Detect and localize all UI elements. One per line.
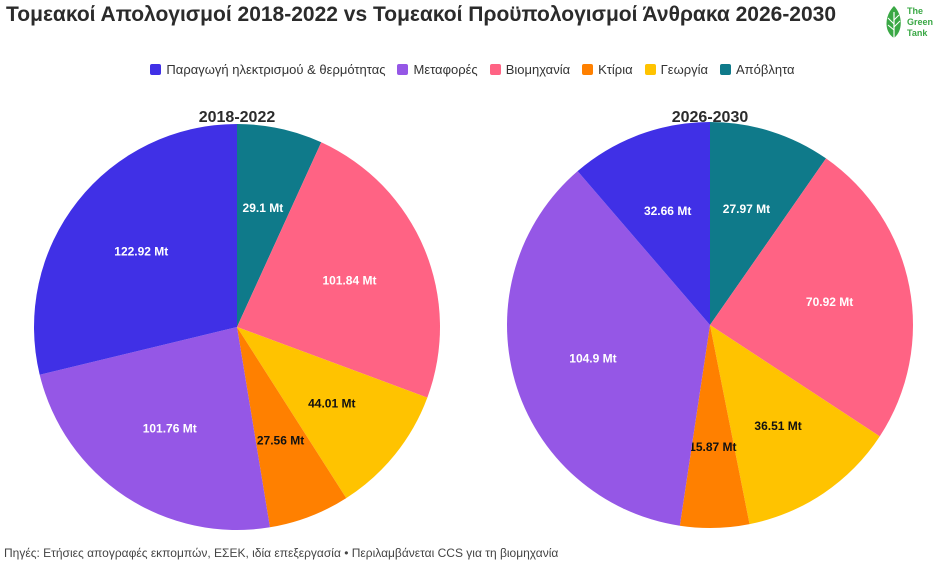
pie2-label-transport: 104.9 Mt bbox=[569, 352, 616, 366]
pie1-label-buildings: 27.56 Mt bbox=[257, 434, 304, 448]
pie1-slice-agriculture[interactable] bbox=[237, 327, 428, 499]
legend-label-agriculture: Γεωργία bbox=[660, 62, 709, 77]
source-footnote: Πηγές: Ετήσιες απογραφές εκπομπών, ΕΣΕΚ,… bbox=[4, 546, 559, 560]
legend-swatch-electricity bbox=[150, 64, 162, 75]
legend-label-waste: Απόβλητα bbox=[736, 62, 795, 77]
pie1-label-electricity: 122.92 Mt bbox=[114, 245, 168, 259]
pie2-slice-waste[interactable] bbox=[710, 122, 827, 325]
legend-label-transport: Μεταφορές bbox=[413, 62, 478, 77]
pie2-label-industry: 70.92 Mt bbox=[806, 295, 853, 309]
leaf-icon bbox=[886, 6, 901, 38]
legend-item-agriculture[interactable]: Γεωργία bbox=[644, 62, 709, 77]
pie1-label-transport: 101.76 Mt bbox=[143, 422, 197, 436]
logo-text-line2: Green bbox=[907, 17, 933, 27]
legend-label-buildings: Κτίρια bbox=[598, 62, 633, 77]
legend-swatch-buildings bbox=[582, 64, 594, 75]
pie-title-2: 2026-2030 bbox=[672, 109, 749, 126]
pie1-slice-buildings[interactable] bbox=[237, 327, 347, 528]
pie2-slice-electricity[interactable] bbox=[577, 122, 710, 325]
pie2-label-electricity: 32.66 Mt bbox=[644, 204, 691, 218]
legend-item-industry[interactable]: Βιομηχανία bbox=[489, 62, 571, 77]
pie1-slice-waste[interactable] bbox=[237, 124, 322, 327]
legend-item-waste[interactable]: Απόβλητα bbox=[720, 62, 795, 77]
legend: Παραγωγή ηλεκτρισμού & θερμότητας Μεταφο… bbox=[0, 62, 945, 77]
logo-text-line1: The bbox=[907, 6, 923, 16]
pie1-label-agriculture: 44.01 Mt bbox=[308, 396, 355, 410]
legend-item-electricity[interactable]: Παραγωγή ηλεκτρισμού & θερμότητας bbox=[150, 62, 385, 77]
the-green-tank-logo: The Green Tank bbox=[886, 6, 933, 38]
legend-swatch-transport bbox=[397, 64, 409, 75]
legend-swatch-industry bbox=[489, 64, 501, 75]
pie2-label-agriculture: 36.51 Mt bbox=[754, 419, 801, 433]
pie2-label-waste: 27.97 Mt bbox=[723, 202, 770, 216]
legend-label-electricity: Παραγωγή ηλεκτρισμού & θερμότητας bbox=[166, 62, 386, 77]
pie1-label-industry: 101.84 Mt bbox=[322, 273, 376, 287]
pie1-slice-electricity[interactable] bbox=[33, 124, 238, 375]
pie2-slice-agriculture[interactable] bbox=[710, 325, 880, 525]
pie2-slice-industry[interactable] bbox=[710, 158, 914, 437]
legend-item-transport[interactable]: Μεταφορές bbox=[397, 62, 478, 77]
logo-text-line3: Tank bbox=[907, 28, 928, 38]
pie-title-1: 2018-2022 bbox=[199, 109, 276, 126]
pie1-slice-industry[interactable] bbox=[237, 142, 440, 398]
pie-charts: 2018-2022 29.1 Mt 101.84 Mt 44.01 Mt 27.56 M… bbox=[33, 109, 914, 530]
pie2-label-buildings: 15.87 Mt bbox=[689, 440, 736, 454]
legend-swatch-waste bbox=[720, 64, 732, 75]
pie2-slice-buildings[interactable] bbox=[679, 325, 750, 528]
pie2-slice-transport[interactable] bbox=[507, 171, 710, 526]
legend-swatch-agriculture bbox=[644, 64, 656, 75]
legend-label-industry: Βιομηχανία bbox=[505, 62, 571, 77]
pie1-slice-transport[interactable] bbox=[39, 327, 270, 530]
chart-title: Τομεακοί Απολογισμοί 2018-2022 vs Τομεακ… bbox=[6, 3, 837, 26]
pie1-label-waste: 29.1 Mt bbox=[243, 201, 284, 215]
legend-item-buildings[interactable]: Κτίρια bbox=[582, 62, 633, 77]
